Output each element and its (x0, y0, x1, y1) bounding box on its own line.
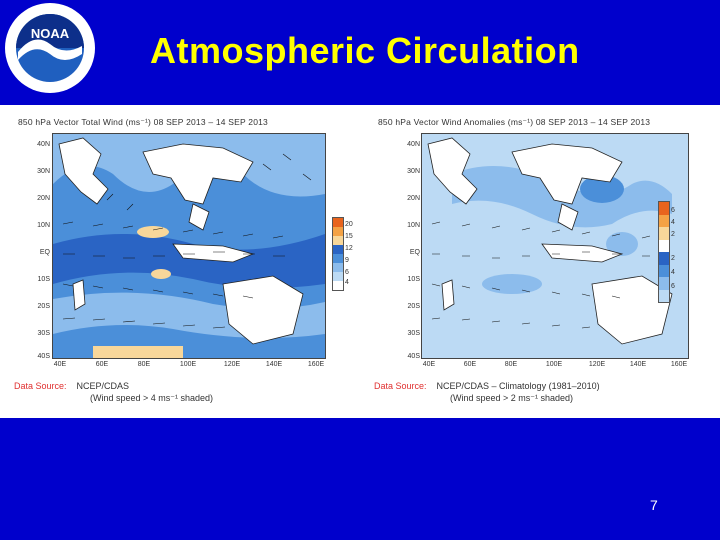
wind-anomaly-panel: 850 hPa Vector Wind Anomalies (ms⁻¹) 08 … (366, 105, 716, 418)
lon-axis-labels: 40E 60E 80E 100E 120E 140E 160E (421, 361, 687, 373)
total-wind-map (52, 133, 326, 359)
lon-label: 40E (422, 361, 436, 368)
source-value: NCEP/CDAS – Climatology (1981–2010) (436, 381, 600, 391)
lon-label: 140E (265, 361, 283, 368)
lon-label: 100E (179, 361, 197, 368)
colorbar-label: 4 (671, 219, 675, 226)
colorbar-swatch (333, 263, 343, 272)
lat-label: 40S (407, 353, 420, 360)
title-band: NOAA Atmospheric Circulation (0, 0, 720, 105)
source-note: (Wind speed > 2 ms⁻¹ shaded) (450, 393, 574, 403)
lat-axis-labels: 40N 30N 20N 10N EQ 10S 20S 30S 40S (26, 133, 50, 360)
lat-label: 10S (37, 276, 50, 283)
colorbar-labels: 6 4 2 2 4 6 (671, 199, 685, 303)
lat-label: EQ (39, 249, 50, 256)
colorbar-label: 4 (345, 279, 349, 286)
colorbar-label: 4 (671, 269, 675, 276)
lat-label: 20S (407, 303, 420, 310)
noaa-logo: NOAA (4, 2, 96, 94)
colorbar-swatch (659, 252, 669, 265)
lat-label: 10S (407, 276, 420, 283)
lat-label: 30S (407, 330, 420, 337)
colorbar-swatch (333, 218, 343, 227)
colorbar-swatch (333, 254, 343, 263)
colorbar-label: 2 (671, 255, 675, 262)
colorbar-swatch (659, 264, 669, 277)
page-number: 7 (650, 497, 658, 513)
colorbar-swatch (333, 227, 343, 236)
lat-label: 40N (407, 141, 420, 148)
colorbar-swatch (333, 272, 343, 281)
colorbar (658, 201, 670, 303)
colorbar-label: 9 (345, 257, 349, 264)
slide-title: Atmospheric Circulation (150, 30, 580, 71)
lon-label: 160E (307, 361, 325, 368)
lon-label: 140E (629, 361, 647, 368)
colorbar-swatch (659, 202, 669, 215)
source-value: NCEP/CDAS (76, 381, 130, 391)
content-area: 850 hPa Vector Total Wind (ms⁻¹) 08 SEP … (0, 105, 720, 418)
panel-header: 850 hPa Vector Wind Anomalies (ms⁻¹) 08 … (378, 117, 651, 127)
colorbar-swatch (333, 245, 343, 254)
lon-label: 160E (670, 361, 688, 368)
lon-label: 80E (504, 361, 518, 368)
colorbar-swatch (659, 214, 669, 227)
lat-label: 20N (407, 195, 420, 202)
data-source: Data Source: NCEP/CDAS – Climatology (198… (374, 381, 600, 403)
colorbar-label: 6 (671, 283, 675, 290)
lon-axis-labels: 40E 60E 80E 100E 120E 140E 160E (52, 361, 324, 373)
lat-axis-labels: 40N 30N 20N 10N EQ 10S 20S 30S 40S (396, 133, 420, 360)
lat-label: 30N (407, 168, 420, 175)
lon-label: 80E (137, 361, 151, 368)
lat-label: 10N (407, 222, 420, 229)
colorbar (332, 217, 344, 291)
colorbar-label: 6 (671, 207, 675, 214)
colorbar-swatch (659, 277, 669, 290)
lat-label: 20S (37, 303, 50, 310)
colorbar-swatch (659, 289, 669, 302)
lat-label: 10N (37, 222, 50, 229)
colorbar-swatch (333, 281, 343, 290)
data-source: Data Source: NCEP/CDAS (Wind speed > 4 ms… (14, 381, 213, 403)
lat-label: EQ (409, 249, 420, 256)
wind-anomaly-map (421, 133, 689, 359)
colorbar-swatch (659, 227, 669, 240)
lat-label: 40N (37, 141, 50, 148)
source-note: (Wind speed > 4 ms⁻¹ shaded) (90, 393, 214, 403)
lon-label: 100E (545, 361, 563, 368)
source-label: Data Source: (14, 381, 67, 391)
source-label: Data Source: (374, 381, 427, 391)
colorbar-swatch (659, 239, 669, 252)
lat-label: 20N (37, 195, 50, 202)
colorbar-label: 15 (345, 233, 353, 240)
lat-label: 30N (37, 168, 50, 175)
lon-label: 120E (223, 361, 241, 368)
lat-label: 40S (37, 353, 50, 360)
lon-label: 60E (95, 361, 109, 368)
colorbar-label: 20 (345, 221, 353, 228)
colorbar-label: 2 (671, 231, 675, 238)
svg-text:NOAA: NOAA (31, 26, 70, 41)
colorbar-label: 12 (345, 245, 353, 252)
lat-label: 30S (37, 330, 50, 337)
lon-label: 60E (463, 361, 477, 368)
panel-header: 850 hPa Vector Total Wind (ms⁻¹) 08 SEP … (18, 117, 268, 127)
total-wind-panel: 850 hPa Vector Total Wind (ms⁻¹) 08 SEP … (6, 105, 356, 418)
colorbar-label: 6 (345, 269, 349, 276)
lon-label: 120E (588, 361, 606, 368)
colorbar-swatch (333, 236, 343, 245)
colorbar-labels: 20 15 12 9 6 4 (345, 215, 359, 289)
lon-label: 40E (53, 361, 67, 368)
